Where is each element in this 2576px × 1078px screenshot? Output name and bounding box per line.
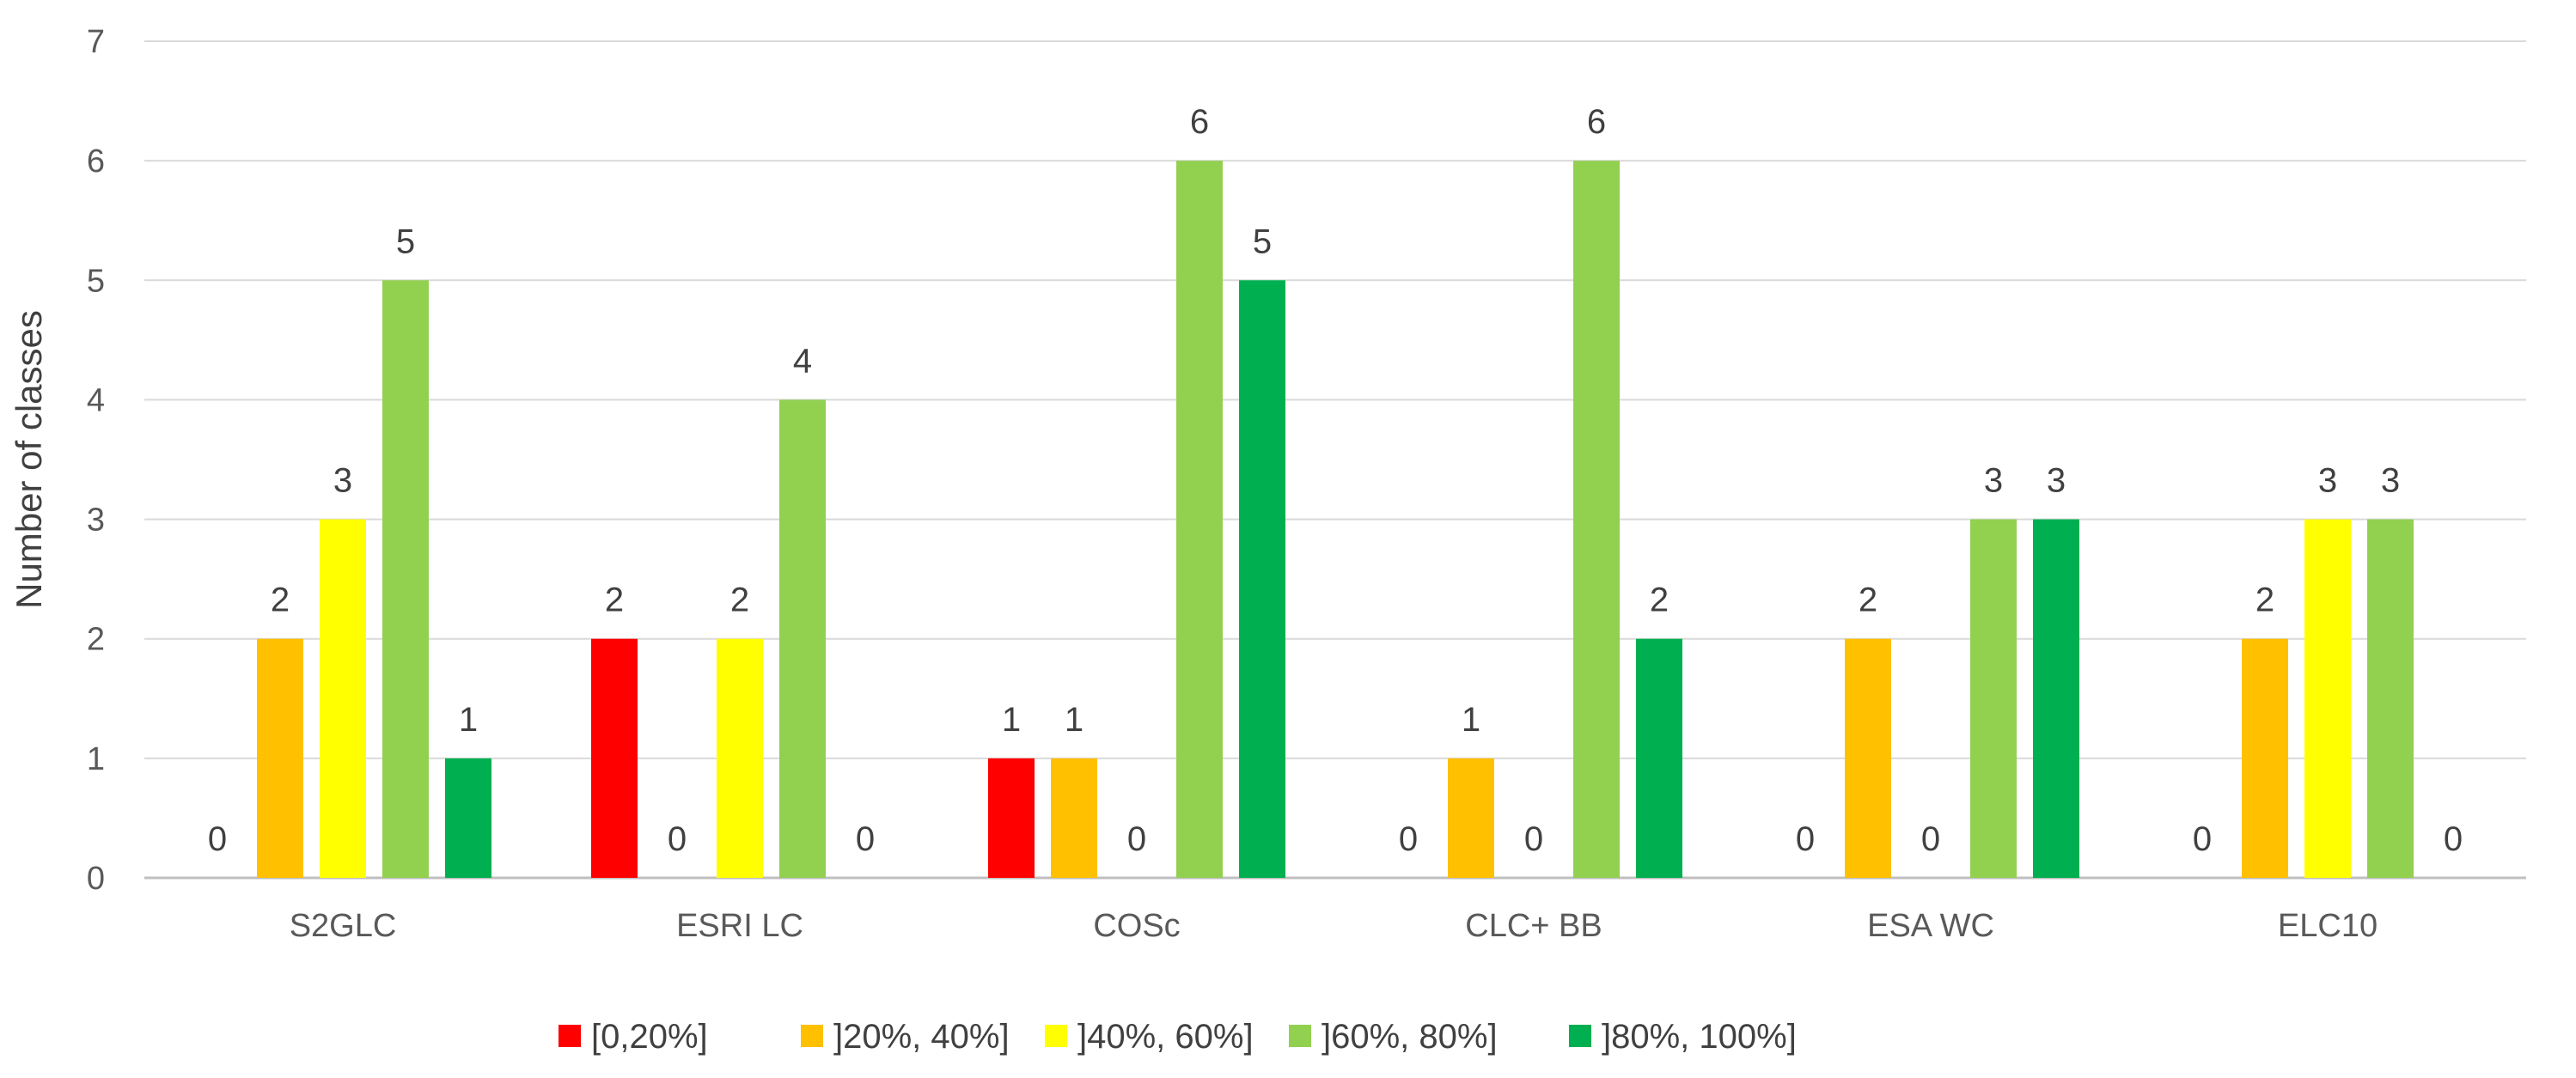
bar-value-label: 2: [271, 582, 290, 619]
bar-value-label: 1: [1065, 701, 1084, 739]
bar: [1573, 161, 1620, 879]
bar: [1970, 519, 2017, 878]
legend-swatch: [559, 1025, 581, 1047]
legend-item: ]80%, 100%]: [1569, 1018, 1797, 1056]
x-axis: S2GLC ESRI LC COSc CLC+ BB ESA WC ELC10: [290, 908, 2378, 944]
legend-item: [0,20%]: [559, 1018, 708, 1056]
bar-value-label: 0: [1796, 820, 1815, 858]
bar-value-label: 5: [396, 222, 415, 260]
bar-value-label: 5: [1253, 222, 1272, 260]
bar-value-label: 4: [793, 342, 812, 380]
bar-value-label: 0: [1399, 820, 1418, 858]
bar-value-label: 2: [2256, 582, 2274, 619]
x-tick-label: COSc: [1093, 908, 1180, 944]
bar-value-label: 0: [2444, 820, 2463, 858]
y-tick-label: 6: [87, 143, 105, 180]
y-axis: 0 1 2 3 4 5 6 7: [87, 24, 105, 897]
legend: [0,20%] ]20%, 40%] ]40%, 60%] ]60%, 80%] ]80…: [559, 1018, 1797, 1056]
bar: [1845, 638, 1891, 878]
bar-value-label: 0: [1524, 820, 1543, 858]
bar: [988, 758, 1035, 878]
bar: [1176, 161, 1223, 879]
bar-value-label: 2: [1650, 582, 1669, 619]
y-tick-label: 7: [87, 24, 105, 60]
bar-value-label: 3: [333, 462, 352, 500]
bar-value-label: 0: [1921, 820, 1940, 858]
legend-label: ]40%, 60%]: [1077, 1018, 1254, 1056]
bar: [1636, 638, 1682, 878]
legend-swatch: [801, 1025, 823, 1047]
bar-value-label: 1: [1462, 701, 1480, 739]
bar: [2033, 519, 2079, 878]
y-tick-label: 4: [87, 382, 105, 418]
bar: [1051, 758, 1097, 878]
bar: [717, 638, 763, 878]
y-tick-label: 5: [87, 263, 105, 299]
bar-value-label: 0: [668, 820, 687, 858]
x-tick-label: ELC10: [2278, 908, 2378, 944]
y-tick-label: 3: [87, 502, 105, 539]
bar-value-label: 3: [1984, 462, 2003, 500]
bar-value-label: 0: [1127, 820, 1146, 858]
bar-value-label: 0: [856, 820, 875, 858]
y-tick-label: 0: [87, 861, 105, 897]
x-tick-label: CLC+ BB: [1465, 908, 1602, 944]
legend-swatch: [1289, 1025, 1311, 1047]
legend-swatch: [1045, 1025, 1067, 1047]
y-tick-label: 1: [87, 741, 105, 777]
bar: [445, 758, 491, 878]
legend-label: ]60%, 80%]: [1322, 1018, 1498, 1056]
y-tick-label: 2: [87, 622, 105, 658]
bar: [382, 280, 429, 878]
legend-item: ]40%, 60%]: [1045, 1018, 1254, 1056]
bar-value-label: 2: [605, 582, 624, 619]
gridlines: [144, 40, 2526, 880]
bar-value-label: 6: [1587, 103, 1606, 141]
x-tick-label: ESRI LC: [676, 908, 803, 944]
bar: [320, 519, 366, 878]
bar: [2242, 638, 2288, 878]
legend-label: ]80%, 100%]: [1602, 1018, 1797, 1056]
legend-swatch: [1569, 1025, 1591, 1047]
bar: [2304, 519, 2351, 878]
bar: [257, 638, 303, 878]
bar-value-label: 1: [459, 701, 478, 739]
bar-value-label: 0: [208, 820, 227, 858]
legend-label: [0,20%]: [591, 1018, 708, 1056]
bar-value-label: 3: [2381, 462, 2400, 500]
bar-value-label: 2: [730, 582, 749, 619]
bar-value-label: 2: [1859, 582, 1877, 619]
bar-value-label: 6: [1190, 103, 1209, 141]
bar: [591, 638, 638, 878]
y-axis-title: Number of classes: [9, 310, 49, 609]
bar-value-label: 1: [1002, 701, 1021, 739]
x-tick-label: ESA WC: [1867, 908, 1994, 944]
legend-item: ]60%, 80%]: [1289, 1018, 1498, 1056]
x-tick-label: S2GLC: [290, 908, 397, 944]
bar: [779, 399, 826, 878]
bar: [1448, 758, 1494, 878]
bar-value-label: 3: [2318, 462, 2337, 500]
legend-label: ]20%, 40%]: [833, 1018, 1010, 1056]
legend-item: ]20%, 40%]: [801, 1018, 1010, 1056]
bar-value-label: 3: [2047, 462, 2066, 500]
bars: [257, 161, 2414, 879]
bar: [2367, 519, 2414, 878]
bar-value-label: 0: [2193, 820, 2212, 858]
bar: [1239, 280, 1285, 878]
